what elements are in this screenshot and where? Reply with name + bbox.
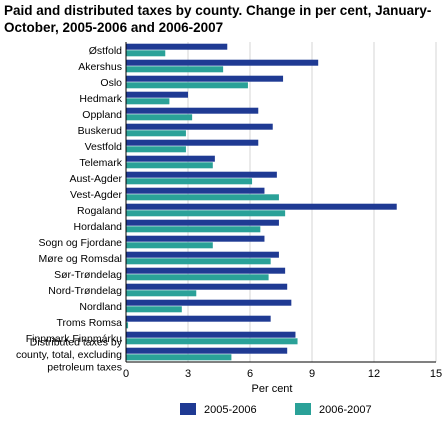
category-label: Rogaland xyxy=(77,205,122,217)
bar-series1 xyxy=(126,251,279,258)
category-label: Sør-Trøndelag xyxy=(54,269,122,281)
bar-series1 xyxy=(126,107,259,114)
bar-series1 xyxy=(126,267,286,274)
x-tick-label: 0 xyxy=(123,368,129,380)
bar-series2 xyxy=(126,242,213,249)
category-label: petroleum taxes xyxy=(47,362,122,374)
x-tick-label: 15 xyxy=(430,368,442,380)
bar-series1 xyxy=(126,59,319,66)
bar-series1 xyxy=(126,75,284,82)
bar-series2 xyxy=(126,178,253,185)
bar-series2 xyxy=(126,162,213,169)
bar-series2 xyxy=(126,98,170,105)
chart-title: Paid and distributed taxes by county. Ch… xyxy=(4,3,432,35)
bar-series1 xyxy=(126,91,188,98)
category-label: Hordaland xyxy=(74,221,123,233)
category-label: Oslo xyxy=(100,77,122,89)
category-label: Vestfold xyxy=(85,141,123,153)
category-label: county, total, excluding xyxy=(16,349,122,361)
category-label: Troms Romsa xyxy=(56,317,122,329)
category-label: Aust-Agder xyxy=(69,173,122,185)
category-label: Sogn og Fjordane xyxy=(39,237,123,249)
bar-series2 xyxy=(126,274,269,281)
bar-series2 xyxy=(126,194,279,201)
plot-area xyxy=(126,42,436,362)
legend-label: 2005-2006 xyxy=(204,404,257,416)
category-label: Nord-Trøndelag xyxy=(48,285,122,297)
x-tick-label: 9 xyxy=(309,368,315,380)
bar-series2 xyxy=(126,306,182,313)
legend-label: 2006-2007 xyxy=(319,404,372,416)
category-label: Telemark xyxy=(79,157,122,169)
bar-series1 xyxy=(126,43,228,50)
category-label: Oppland xyxy=(82,109,122,121)
category-label: Buskerud xyxy=(78,125,123,137)
bar-series2 xyxy=(126,66,224,73)
bar-series2 xyxy=(126,114,193,121)
bar-series1 xyxy=(126,347,288,354)
bar-series1 xyxy=(126,219,279,226)
category-label: Distributed taxes by xyxy=(30,337,123,349)
bar-series1 xyxy=(126,203,397,210)
bar-series1 xyxy=(126,235,265,242)
bar-series1 xyxy=(126,155,215,162)
legend-swatch xyxy=(295,403,311,415)
bar-series2 xyxy=(126,290,197,297)
bar-series2 xyxy=(126,322,129,329)
bar-series2 xyxy=(126,354,232,361)
bar-series1 xyxy=(126,123,273,130)
category-label: Nordland xyxy=(79,301,122,313)
category-label: Akershus xyxy=(78,61,122,73)
x-axis-label: Per cent xyxy=(252,383,293,395)
bar-series2 xyxy=(126,258,271,265)
category-label: Finnmark Finnmárku xyxy=(26,333,122,345)
bar-series1 xyxy=(126,283,288,290)
x-tick-label: 6 xyxy=(247,368,253,380)
bar-series2 xyxy=(126,226,261,233)
x-tick-label: 12 xyxy=(368,368,380,380)
bar-series1 xyxy=(126,315,271,322)
category-label: Vest-Agder xyxy=(70,189,122,201)
category-label: Østfold xyxy=(89,45,122,57)
bar-series1 xyxy=(126,171,277,178)
bar-series1 xyxy=(126,331,296,338)
bar-series2 xyxy=(126,130,186,137)
bar-series2 xyxy=(126,50,166,57)
bar-series1 xyxy=(126,187,265,194)
bar-series2 xyxy=(126,82,248,89)
bar-series1 xyxy=(126,299,292,306)
bar-series2 xyxy=(126,338,298,345)
legend-swatch xyxy=(180,403,196,415)
category-label: Hedmark xyxy=(79,93,122,105)
category-label: Møre og Romsdal xyxy=(39,253,122,265)
x-tick-label: 3 xyxy=(185,368,191,380)
bar-series1 xyxy=(126,139,259,146)
bar-series2 xyxy=(126,146,186,153)
bar-series2 xyxy=(126,210,286,217)
